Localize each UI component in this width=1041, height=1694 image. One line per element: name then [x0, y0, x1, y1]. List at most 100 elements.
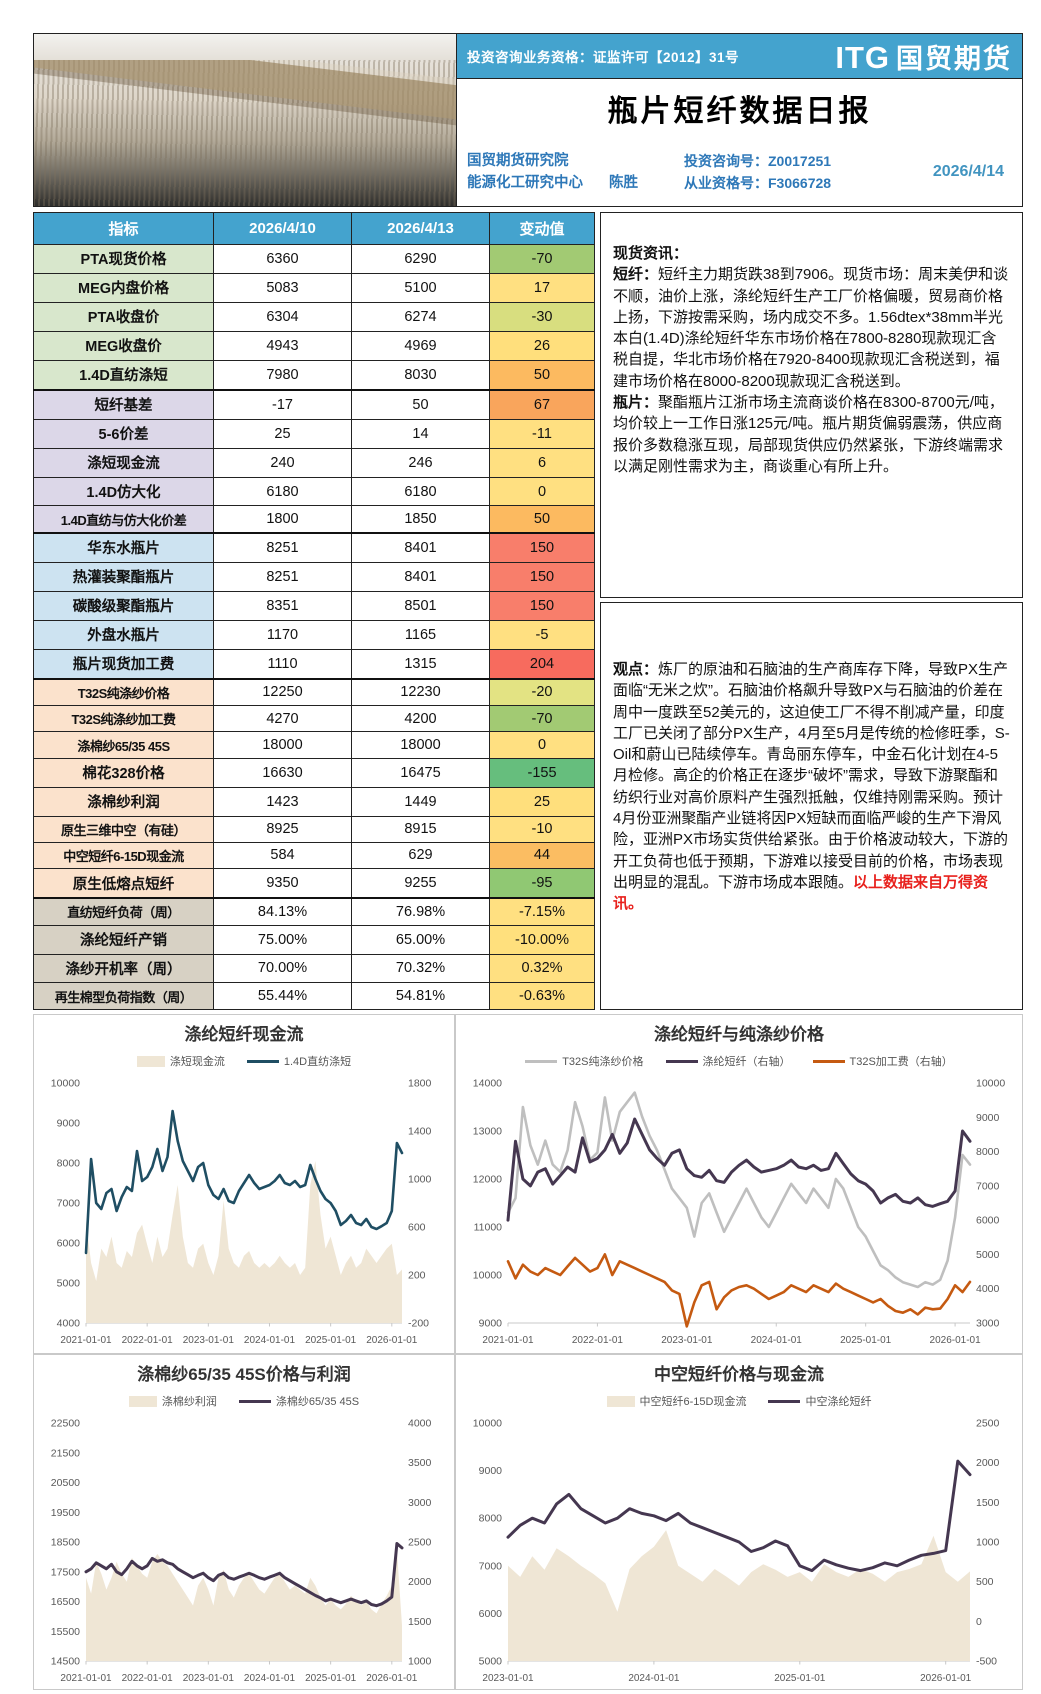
value-cell: 6274 [351, 301, 490, 332]
qualification-text: 投资咨询业务资格：证监许可【2012】31号 [467, 50, 740, 65]
delta-cell: 0.32% [489, 953, 595, 984]
value-cell: 4943 [213, 330, 352, 361]
chart-canvas: 10000 9000 8000 7000 6000 5000 4000 1800 1400 100… [51, 1078, 432, 1347]
charts-grid: 涤纶短纤现金流 涤短现金流 1.4D直纺涤短 10000 9000 8000 7000 6… [33, 1014, 1023, 1690]
delta-cell: 17 [489, 272, 595, 303]
value-cell: 8251 [213, 531, 352, 563]
table-row: 涤棉纱利润 1423 1449 25 [33, 786, 595, 817]
svg-text:10000: 10000 [976, 1078, 1005, 1090]
table-row: 短纤基差 -17 50 67 [33, 388, 595, 420]
analyst-name: 陈胜 [609, 175, 638, 191]
value-cell: 240 [213, 447, 352, 478]
spot-news-panel: 现货资讯： 短纤：短纤主力期货跌38到7906。现货市场：周末美伊和谈不顺，油价上… [600, 212, 1023, 598]
text-panels: 现货资讯： 短纤：短纤主力期货跌38到7906。现货市场：周末美伊和谈不顺，油价上… [600, 212, 1023, 1010]
delta-cell: -10.00% [489, 924, 595, 955]
svg-text:2023-01-01: 2023-01-01 [183, 1335, 235, 1346]
svg-text:1000: 1000 [408, 1174, 432, 1186]
delta-cell: -155 [489, 757, 595, 788]
value-cell: 246 [351, 447, 490, 478]
svg-text:22500: 22500 [51, 1418, 80, 1430]
svg-text:14000: 14000 [473, 1078, 502, 1090]
value-cell: 9350 [213, 868, 352, 899]
source-note: 以上数据来自万得资讯。 [613, 873, 989, 913]
svg-text:9000: 9000 [479, 1465, 503, 1477]
svg-text:7000: 7000 [479, 1560, 503, 1572]
indicator-label: PTA收盘价 [33, 301, 214, 332]
legend-item: 涤纶短纤（右轴） [665, 1053, 791, 1069]
svg-text:3000: 3000 [976, 1318, 1000, 1330]
value-cell: 50 [351, 388, 490, 420]
title-area: 瓶片短纤数据日报 [457, 79, 1022, 138]
svg-text:2021-01-01: 2021-01-01 [482, 1335, 534, 1346]
value-cell: 16475 [351, 757, 490, 788]
svg-text:2021-01-01: 2021-01-01 [60, 1673, 112, 1684]
legend-item: 涤棉纱65/35 45S [238, 1393, 359, 1409]
value-cell: 12250 [213, 677, 352, 707]
value-cell: 6180 [351, 476, 490, 507]
svg-text:4000: 4000 [408, 1418, 432, 1430]
table-row: 华东水瓶片 8251 8401 150 [33, 531, 595, 563]
viewpoint-panel: 观点：炼厂的原油和石脑油的生产商库存下降，导致PX生产面临“无米之炊”。石脑油价… [600, 602, 1023, 1010]
legend-area-swatch [606, 1395, 635, 1407]
value-cell: 4270 [213, 705, 352, 733]
table-row: 1.4D直纺与仿大化价差 1800 1850 50 [33, 505, 595, 534]
indicator-label: 棉花328价格 [33, 757, 214, 788]
value-cell: 65.00% [351, 924, 490, 955]
legend-item: 涤棉纱利润 [128, 1393, 217, 1409]
value-cell: 8351 [213, 590, 352, 621]
legend-line-swatch [665, 1059, 698, 1063]
svg-text:2025-01-01: 2025-01-01 [305, 1335, 357, 1346]
middle-section: 指标 2026/4/10 2026/4/13 变动值 PTA现货价格 6360 6290-… [33, 212, 1023, 1010]
table-row: 热灌装聚酯瓶片 8251 8401 150 [33, 561, 595, 592]
indicator-label: 热灌装聚酯瓶片 [33, 561, 214, 592]
svg-text:20500: 20500 [51, 1477, 80, 1489]
value-cell: 1449 [351, 786, 490, 817]
loom-photo [34, 34, 457, 206]
table-header: 指标 2026/4/10 2026/4/13 变动值 [33, 212, 595, 245]
chart-blend-yarn: 涤棉纱65/35 45S价格与利润 涤棉纱利润 涤棉纱65/35 45S 2250… [33, 1354, 455, 1690]
svg-text:2026-01-01: 2026-01-01 [930, 1335, 982, 1346]
indicator-label: 华东水瓶片 [33, 531, 214, 563]
svg-text:2500: 2500 [408, 1537, 432, 1549]
svg-text:2023-01-01: 2023-01-01 [482, 1673, 534, 1684]
value-cell: 4969 [351, 330, 490, 361]
line-series [506, 1091, 972, 1289]
chart-canvas: 14000 13000 12000 11000 10000 9000 10000 9000 80… [473, 1078, 1006, 1347]
table-row: 涤短现金流 240 246 6 [33, 447, 595, 478]
svg-text:10000: 10000 [51, 1078, 80, 1090]
chart-canvas: 1000090008000700060005000250020001500100… [473, 1418, 1000, 1685]
svg-text:0: 0 [976, 1616, 982, 1628]
delta-cell: -10 [489, 815, 595, 843]
delta-cell: -0.63% [489, 982, 595, 1010]
delta-cell: -7.15% [489, 897, 595, 926]
page-title: 瓶片短纤数据日报 [607, 95, 872, 128]
line-series [84, 1109, 404, 1255]
svg-text:4000: 4000 [57, 1318, 81, 1330]
chart-title: 中空短纤价格与现金流 [654, 1365, 824, 1384]
delta-cell: -70 [489, 705, 595, 733]
svg-text:2024-01-01: 2024-01-01 [751, 1335, 803, 1346]
delta-cell: 25 [489, 786, 595, 817]
table-row: T32S纯涤纱加工费 4270 4200 -70 [33, 705, 595, 733]
value-cell: 70.32% [351, 953, 490, 984]
indicator-label: PTA现货价格 [33, 244, 214, 274]
org-line1: 国贸期货研究院 [467, 152, 569, 169]
delta-cell: 150 [489, 590, 595, 621]
table-row: 涤纶短纤产销 75.00% 65.00% -10.00% [33, 924, 595, 955]
svg-text:2026-01-01: 2026-01-01 [366, 1673, 418, 1684]
svg-text:1000: 1000 [976, 1537, 1000, 1549]
svg-text:17500: 17500 [51, 1566, 80, 1578]
value-cell: 1315 [351, 648, 490, 680]
table-row: PTA现货价格 6360 6290 -70 [33, 244, 595, 274]
svg-text:7000: 7000 [57, 1198, 81, 1210]
svg-text:5000: 5000 [479, 1656, 503, 1668]
svg-text:2025-01-01: 2025-01-01 [774, 1673, 826, 1684]
indicator-label: 1.4D仿大化 [33, 476, 214, 507]
chart-legend: 涤短现金流 1.4D直纺涤短 [34, 1049, 454, 1073]
svg-text:2023-01-01: 2023-01-01 [661, 1335, 713, 1346]
indicator-label: 再生棉型负荷指数（周） [33, 982, 214, 1010]
svg-text:6000: 6000 [976, 1215, 1000, 1227]
svg-text:-500: -500 [976, 1656, 997, 1668]
svg-text:8000: 8000 [57, 1158, 81, 1170]
value-cell: 75.00% [213, 924, 352, 955]
